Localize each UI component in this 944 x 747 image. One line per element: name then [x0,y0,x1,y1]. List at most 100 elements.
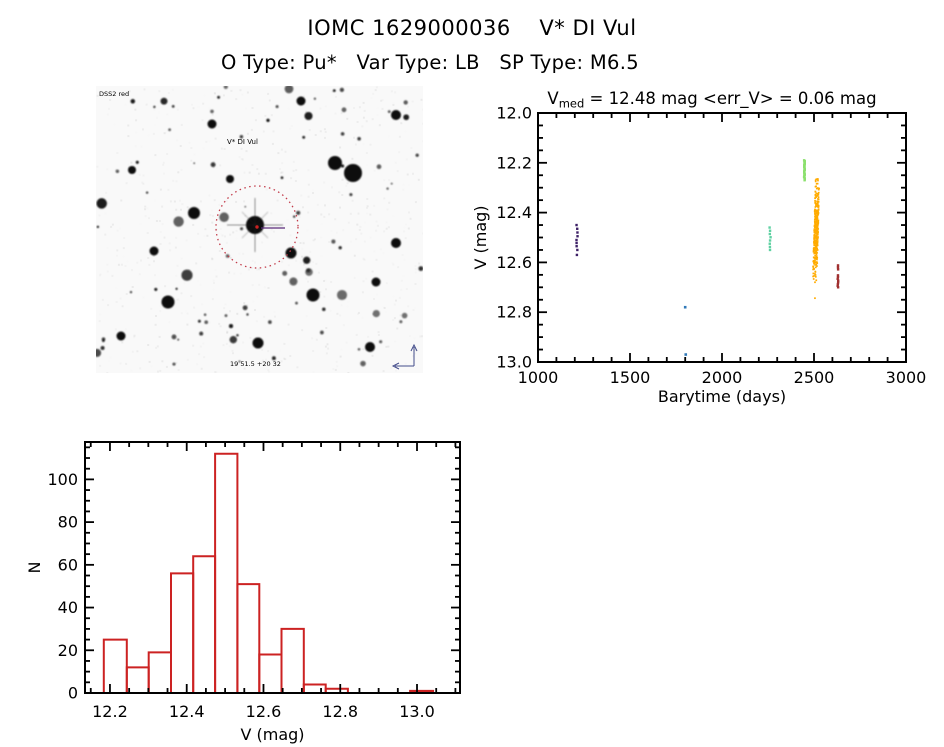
noise-speck [211,298,214,301]
noise-speck [176,139,178,141]
noise-speck [107,304,110,307]
data-point [817,208,820,211]
noise-speck [225,342,228,345]
noise-speck [403,227,405,229]
star [303,256,311,264]
star [160,97,168,105]
noise-speck [374,89,377,92]
noise-speck [164,285,167,288]
noise-speck [175,180,178,183]
star [275,105,279,109]
noise-speck [378,284,381,287]
noise-speck [241,94,243,96]
noise-speck [144,215,147,218]
noise-speck [243,171,246,174]
noise-speck [135,145,137,147]
noise-speck [334,368,337,371]
noise-speck [261,241,264,244]
noise-speck [133,334,136,337]
noise-speck [272,230,275,233]
series-epoch-2 [683,305,688,356]
noise-speck [331,186,333,189]
noise-speck [314,134,317,136]
noise-speck [414,201,417,204]
data-point [816,212,819,214]
noise-speck [417,178,420,181]
noise-speck [390,367,392,369]
noise-speck [155,346,158,349]
noise-speck [363,258,366,261]
noise-speck [138,173,141,176]
noise-speck [383,197,386,200]
bright-star [328,156,342,170]
noise-speck [245,150,248,153]
data-point [813,241,816,244]
bright-star [306,288,320,302]
data-point [575,253,579,257]
histogram-bar [214,452,239,693]
noise-speck [200,367,203,370]
data-point [816,205,819,207]
star [181,269,193,281]
noise-speck [330,281,333,283]
noise-speck [208,140,210,142]
noise-speck [225,303,227,305]
noise-speck [417,107,419,109]
star [219,212,229,222]
noise-speck [226,330,229,333]
noise-speck [365,120,368,123]
noise-speck [175,236,178,239]
star [322,307,326,312]
data-point [814,254,816,257]
noise-speck [346,117,349,120]
noise-speck [122,247,125,250]
noise-speck [153,109,155,111]
noise-speck [237,313,239,315]
noise-speck [144,205,147,208]
y-tick-label: 12.0 [496,104,532,123]
noise-speck [116,249,119,252]
series-epoch-5 [812,178,820,300]
noise-speck [307,169,310,172]
noise-speck [233,272,236,275]
noise-speck [221,234,224,237]
noise-speck [241,158,244,161]
data-point [816,202,819,204]
noise-speck [99,273,102,276]
noise-speck [160,231,162,233]
noise-speck [145,103,148,106]
noise-speck [222,94,225,97]
noise-speck [162,161,165,164]
star [240,227,244,231]
star [339,87,345,93]
data-point [816,192,819,195]
noise-speck [353,136,355,139]
series-epoch-1 [575,223,579,257]
noise-speck [394,341,396,343]
noise-speck [346,182,349,185]
noise-speck [343,324,345,326]
noise-speck [235,237,237,239]
data-point [813,246,815,249]
noise-speck [418,262,421,265]
noise-speck [412,172,414,175]
data-point [813,236,816,239]
star [238,360,241,363]
noise-speck [106,263,109,266]
noise-speck [127,135,130,138]
noise-speck [211,214,214,217]
noise-speck [408,126,410,128]
noise-speck [324,345,327,348]
star [129,291,133,294]
noise-speck [356,121,359,123]
data-point [813,262,816,264]
noise-speck [366,205,369,208]
data-point [817,213,819,216]
noise-speck [311,337,314,340]
noise-speck [422,122,423,125]
noise-speck [211,113,214,116]
noise-speck [407,227,410,230]
data-point [815,256,817,259]
noise-speck [414,337,416,339]
noise-speck [252,260,254,262]
